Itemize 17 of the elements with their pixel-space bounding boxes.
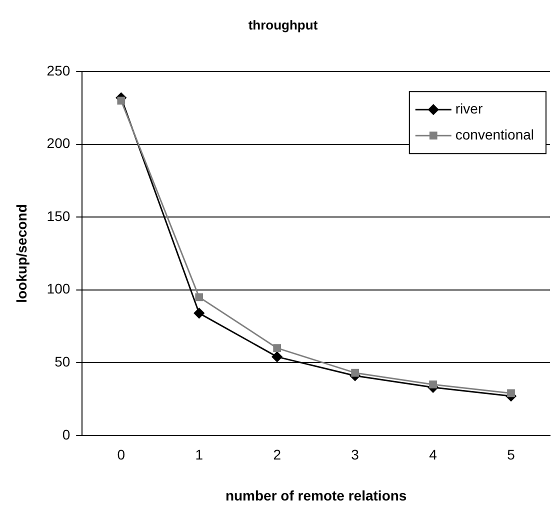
y-axis-title: lookup/second	[13, 204, 30, 303]
legend-label: river	[455, 100, 483, 116]
x-axis-title: number of remote relations	[225, 487, 407, 504]
x-tick-label: 4	[429, 446, 438, 463]
x-tick-label: 2	[273, 446, 282, 463]
y-tick-label: 0	[62, 426, 70, 442]
legend-label: conventional	[455, 126, 534, 142]
y-tick-label: 250	[46, 62, 70, 78]
chart-title: throughput	[248, 17, 318, 32]
y-tick-label: 200	[46, 135, 70, 152]
y-tick-label: 50	[54, 354, 70, 370]
y-tick-label: 150	[46, 208, 70, 224]
x-tick-label: 3	[351, 446, 360, 463]
x-tick-label: 1	[195, 446, 204, 463]
x-tick-label: 5	[507, 446, 516, 463]
x-tick-label: 0	[117, 446, 126, 463]
y-tick-label: 100	[46, 280, 70, 297]
